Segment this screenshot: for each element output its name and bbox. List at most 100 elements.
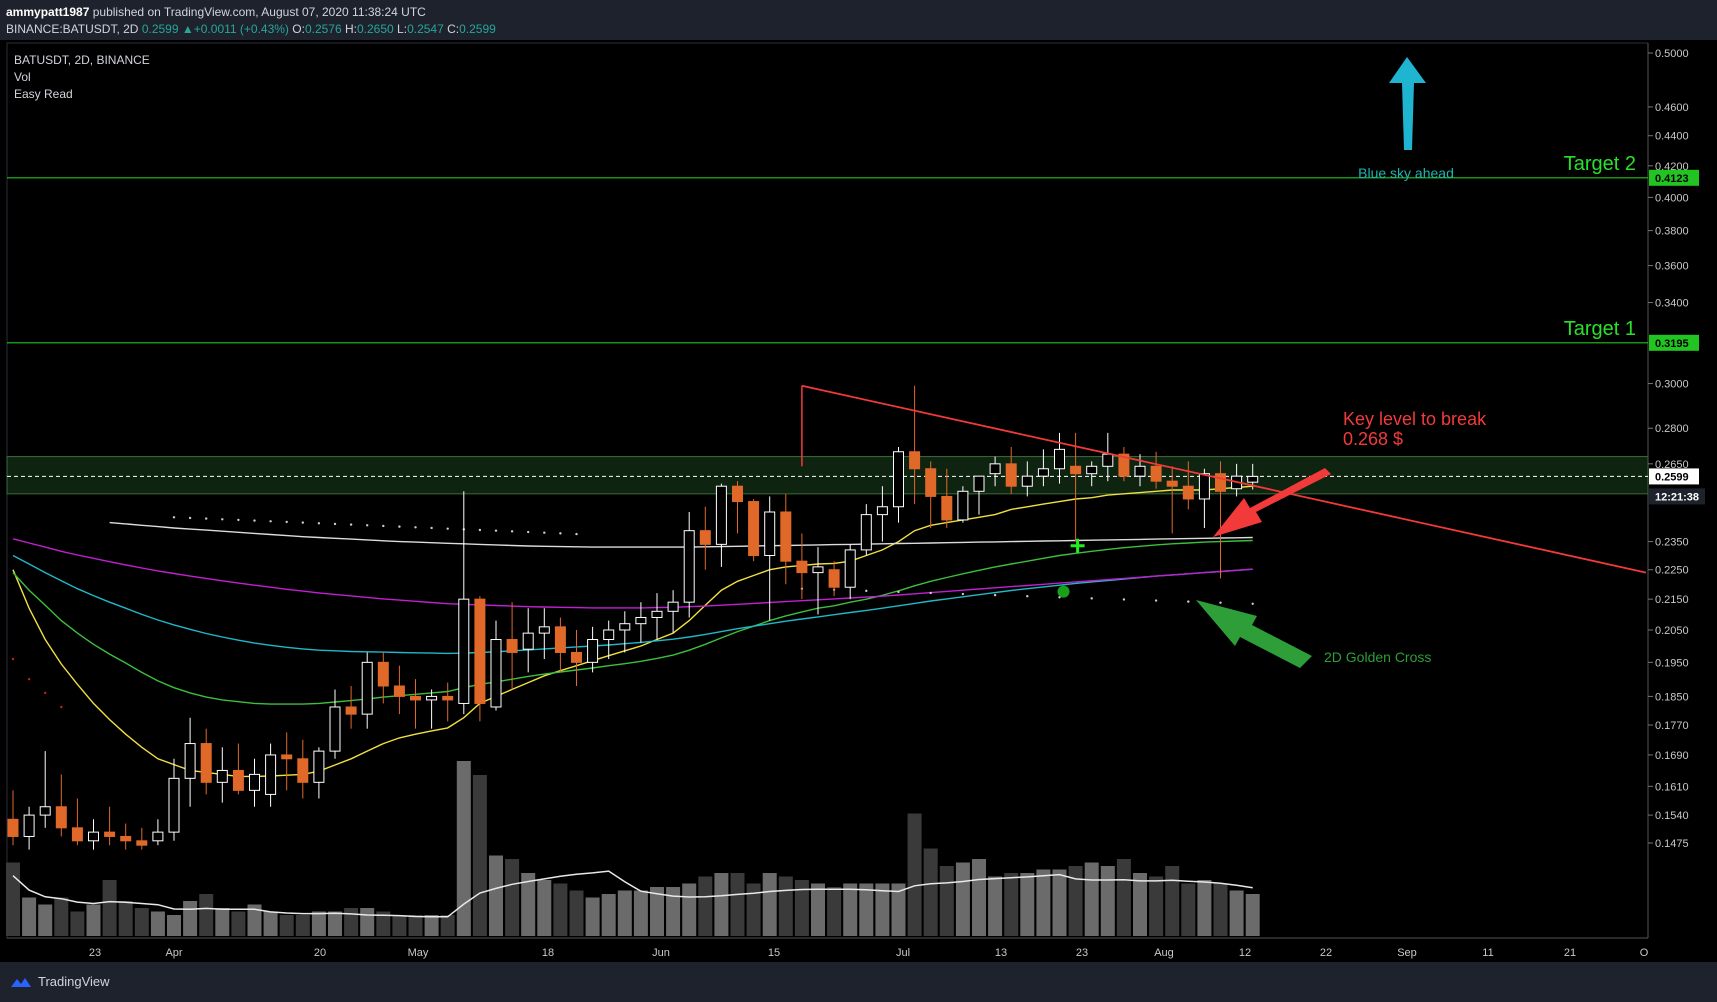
low-label: L:: [397, 22, 408, 36]
volume-bar: [827, 887, 842, 936]
indicator-dot: [188, 516, 192, 520]
publisher-text: published on TradingView.com, August 07,…: [92, 5, 426, 19]
indicator-dot: [961, 592, 965, 596]
time-tick-label: 11: [1482, 947, 1493, 959]
moving-averages: [12, 485, 1253, 778]
indicator-dot: [237, 518, 240, 522]
ohlc-line: BINANCE:BATUSDT, 2D 0.2599 ▲+0.0011 (+0.…: [6, 22, 496, 36]
candle-body: [88, 831, 99, 842]
candle-body: [941, 495, 953, 521]
up-arrow-icon: ▲: [181, 22, 194, 36]
candle-body: [200, 743, 212, 783]
indicator-dot: [44, 691, 47, 695]
volume-bar: [489, 855, 503, 936]
publisher-line: ammypatt1987 published on TradingView.co…: [6, 5, 426, 19]
key-level-label: Key level to break: [1343, 409, 1487, 429]
candles: [7, 385, 1259, 850]
volume-bar: [907, 813, 922, 936]
candle-body: [152, 831, 164, 842]
price-ticks: 0.50000.46000.44000.42000.40000.38000.36…: [1648, 48, 1705, 850]
key-level-arrow-icon: [1213, 468, 1331, 537]
indicator-dot: [285, 520, 288, 524]
candle-body: [796, 560, 808, 574]
indicator-dot: [205, 517, 208, 520]
volume-bar: [633, 890, 648, 936]
countdown-tag-text: 12:21:38: [1655, 491, 1699, 503]
time-tick-label: 22: [1320, 947, 1332, 959]
time-ticks: 23 Apr 20 May 18 Jun 15 Jul 13 23 Aug 12 22 Sep 11 21 O: [89, 947, 1649, 959]
candle-body: [23, 814, 35, 837]
price-tick-label: 0.1690: [1655, 750, 1689, 762]
volume-bar: [505, 859, 520, 936]
candle-body: [490, 639, 502, 708]
legend-title[interactable]: BATUSDT, 2D, BINANCE: [14, 53, 150, 67]
indicator-dot: [993, 593, 997, 597]
volume-bar: [553, 883, 568, 936]
candle-body: [345, 706, 357, 715]
last-price-tag-text: 0.2599: [1655, 471, 1689, 483]
price-tick-label: 0.4000: [1655, 192, 1689, 204]
resistance-zone: [6, 456, 1649, 495]
volume-bar: [279, 915, 294, 936]
volume-bar: [22, 897, 37, 936]
volume-bar: [408, 915, 423, 936]
candle-body: [715, 485, 727, 545]
volume-bar: [1004, 873, 1019, 936]
trend-line[interactable]: [801, 384, 1647, 574]
volume-ma-line: [12, 870, 1253, 918]
publisher-user[interactable]: ammypatt1987: [6, 5, 90, 19]
chart-canvas[interactable]: Target 2 Target 1 Blue sky ahead Key level…: [0, 40, 1717, 962]
volume-bar: [1213, 883, 1228, 936]
indicator-dot: [1026, 595, 1029, 598]
volume-bar: [1100, 866, 1115, 936]
candle-body: [1070, 465, 1082, 475]
indicator-dot: [1122, 598, 1126, 601]
price-tick-label: 0.1950: [1655, 657, 1689, 669]
legend-vol[interactable]: Vol: [14, 70, 31, 84]
close-value: 0.2599: [459, 22, 496, 36]
volume-bar: [730, 873, 745, 936]
volume-bar: [360, 908, 375, 936]
open-value: 0.2576: [304, 22, 342, 36]
volume-bar: [392, 915, 407, 936]
candle-body: [732, 485, 743, 503]
time-tick-label: 21: [1564, 947, 1576, 959]
volume-bar: [376, 911, 391, 936]
volume-bar: [972, 859, 986, 936]
blue-sky-label: Blue sky ahead: [1358, 165, 1454, 181]
time-tick-label: O: [1640, 947, 1649, 959]
candle-body: [71, 827, 83, 842]
volume-bar: [118, 901, 133, 936]
candle-body: [635, 616, 647, 625]
candle-body: [55, 806, 67, 829]
footer: TradingView: [0, 962, 1717, 1002]
price-tick-label: 0.2150: [1655, 594, 1689, 606]
candle-body: [39, 806, 51, 816]
candle-body: [104, 831, 116, 837]
legend-indicator[interactable]: Easy Read: [14, 87, 73, 101]
price-tick-label: 0.4600: [1655, 102, 1689, 114]
indicator-dot: [1251, 602, 1254, 606]
blue-sky-arrow-icon: [1389, 57, 1426, 150]
last-price: 0.2599: [141, 22, 179, 36]
candle-body: [699, 530, 711, 545]
low-value: 0.2547: [407, 22, 444, 36]
candle-body: [1247, 475, 1259, 483]
candle-body: [281, 754, 293, 760]
candle-body: [909, 451, 921, 470]
candle-body: [603, 629, 615, 641]
volume-bar: [1068, 866, 1083, 936]
indicator-dot: [559, 532, 562, 535]
candle-body: [957, 490, 969, 521]
candle-body: [1021, 475, 1033, 487]
candle-body: [554, 626, 566, 653]
candle-body: [1054, 448, 1065, 470]
volume-bar: [666, 887, 681, 936]
indicator-dot: [478, 528, 482, 532]
volume-bar: [746, 883, 761, 936]
chart-legend: BATUSDT, 2D, BINANCE Vol Easy Read: [14, 52, 150, 103]
moving-average-line: [12, 554, 1253, 655]
indicator-dot: [897, 590, 900, 594]
candle-body: [651, 610, 663, 618]
brand[interactable]: TradingView: [10, 974, 110, 989]
